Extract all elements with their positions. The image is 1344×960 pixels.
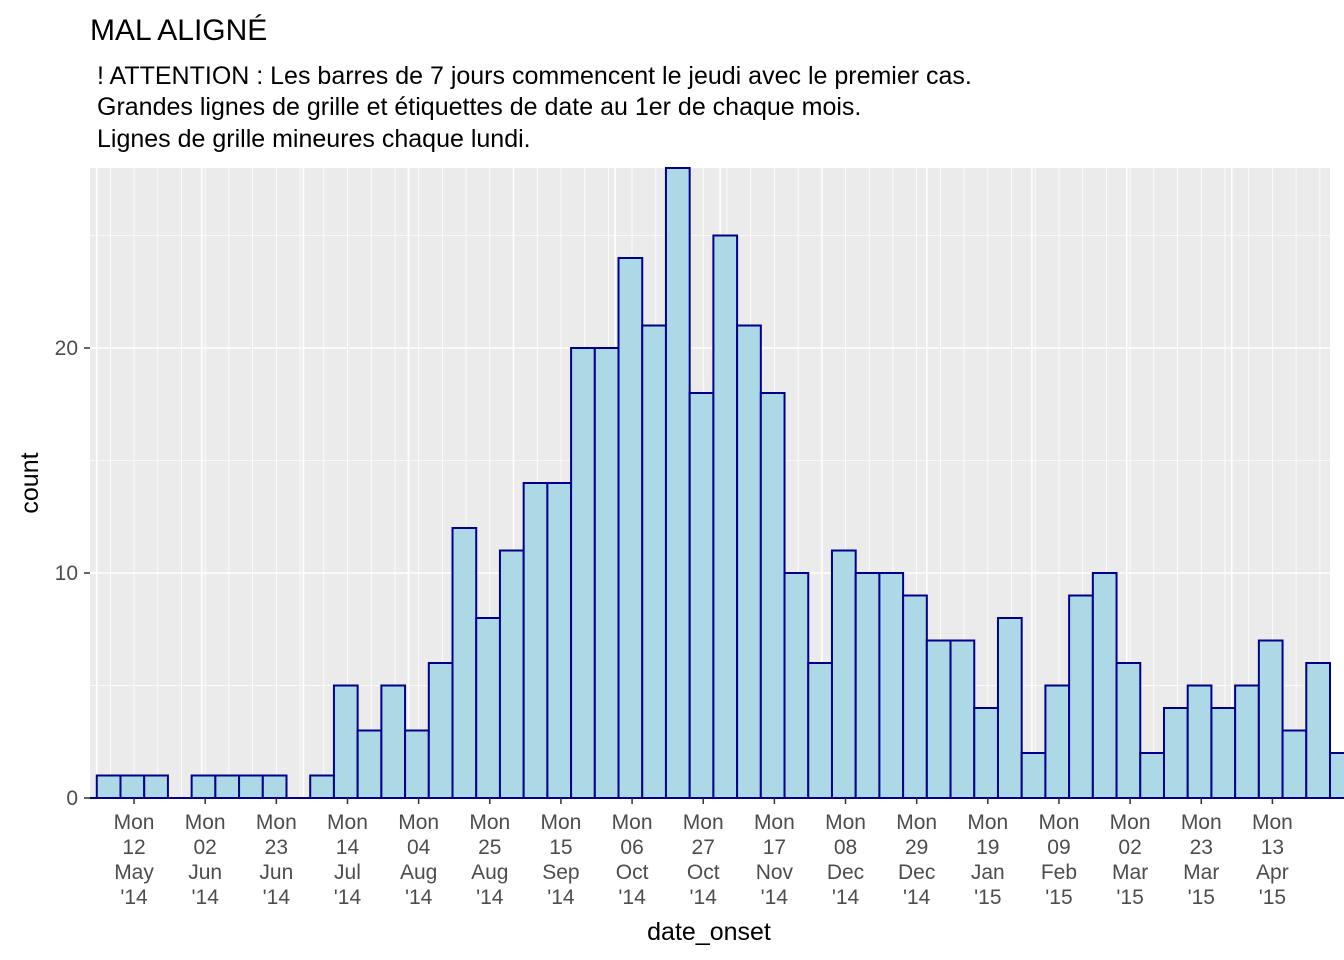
bar [996, 617, 1023, 799]
bar [593, 347, 620, 799]
bar [1139, 752, 1165, 799]
bar [925, 639, 952, 799]
x-tick-label: Mon 12 May '14 [114, 811, 155, 909]
x-tick-label: Mon 06 Oct '14 [612, 811, 653, 909]
bar [546, 482, 573, 799]
bar [878, 572, 905, 799]
x-tick-label: Mon 19 Jan '15 [967, 811, 1008, 909]
bar [475, 617, 501, 799]
bar [498, 549, 525, 799]
bar [95, 774, 122, 799]
x-tick-label: Mon 25 Aug '14 [469, 811, 510, 909]
bar [451, 527, 478, 799]
bar [570, 347, 596, 799]
bar [427, 662, 454, 799]
bar [807, 662, 833, 799]
chart-subtitle-line-2: Grandes lignes de grille et étiquettes d… [97, 93, 861, 121]
bar [238, 774, 264, 799]
bar [783, 572, 810, 799]
bar [1162, 707, 1189, 799]
bar [1257, 639, 1284, 799]
bar [641, 324, 667, 799]
x-tick-label: Mon 13 Apr '15 [1252, 811, 1293, 909]
y-axis: 0 10 20 [55, 337, 90, 810]
bar [854, 572, 881, 799]
bar [190, 774, 217, 799]
y-axis-title: count [16, 452, 44, 513]
x-tick-label: Mon 04 Aug '14 [398, 811, 439, 909]
x-tick-label: Mon 15 Sep '14 [540, 811, 581, 909]
bar [1020, 752, 1047, 799]
bar [1329, 752, 1344, 799]
bar [119, 774, 146, 799]
chart-subtitle-line-1: ! ATTENTION : Les barres de 7 jours comm… [97, 62, 972, 90]
bar [522, 482, 549, 799]
bar [404, 729, 430, 799]
bar [1210, 707, 1237, 799]
x-tick-label: Mon 27 Oct '14 [683, 811, 724, 909]
x-tick-label: Mon 17 Nov '14 [754, 811, 795, 909]
bar [949, 639, 976, 799]
bar [261, 774, 288, 799]
bar [356, 729, 383, 799]
bar [1115, 662, 1142, 799]
bar [1305, 662, 1332, 799]
bar [1091, 572, 1118, 799]
bar [332, 684, 359, 799]
y-tick-label: 10 [55, 562, 78, 585]
bar [1281, 729, 1308, 799]
x-tick-label: Mon 23 Jun '14 [256, 811, 297, 909]
bar [830, 549, 857, 799]
x-tick-label: Mon 08 Dec '14 [825, 811, 866, 909]
bar [617, 257, 644, 799]
x-axis: Mon 12 May '14 Mon 02 Jun '14 Mon 23 Jun '14 Mon 14 Ju… [114, 798, 1293, 909]
bars [90, 167, 1344, 799]
bar [1068, 594, 1094, 799]
bar [1186, 684, 1213, 799]
x-tick-label: Mon 02 Mar '15 [1110, 811, 1151, 909]
chart-title: MAL ALIGNÉ [90, 14, 267, 47]
bar [712, 234, 739, 799]
x-tick-label: Mon 23 Mar '15 [1181, 811, 1222, 909]
bar [736, 324, 762, 799]
x-tick-label: Mon 29 Dec '14 [896, 811, 937, 909]
bar [1044, 684, 1071, 799]
bar [1234, 684, 1260, 799]
chart-subtitle-line-3: Lignes de grille mineures chaque lundi. [97, 125, 531, 153]
x-tick-label: Mon 14 Jul '14 [327, 811, 368, 909]
x-axis-title: date_onset [647, 918, 771, 946]
bar [688, 392, 715, 799]
y-tick-label: 20 [55, 337, 78, 360]
y-tick-label: 0 [66, 787, 78, 810]
bar [380, 684, 407, 799]
bar [143, 774, 169, 799]
bar [309, 774, 335, 799]
bar [973, 707, 999, 799]
bar [759, 392, 786, 799]
bar [664, 167, 691, 799]
bar [214, 774, 241, 799]
x-tick-label: Mon 09 Feb '15 [1039, 811, 1080, 909]
x-tick-label: Mon 02 Jun '14 [185, 811, 226, 909]
bar [902, 594, 928, 799]
